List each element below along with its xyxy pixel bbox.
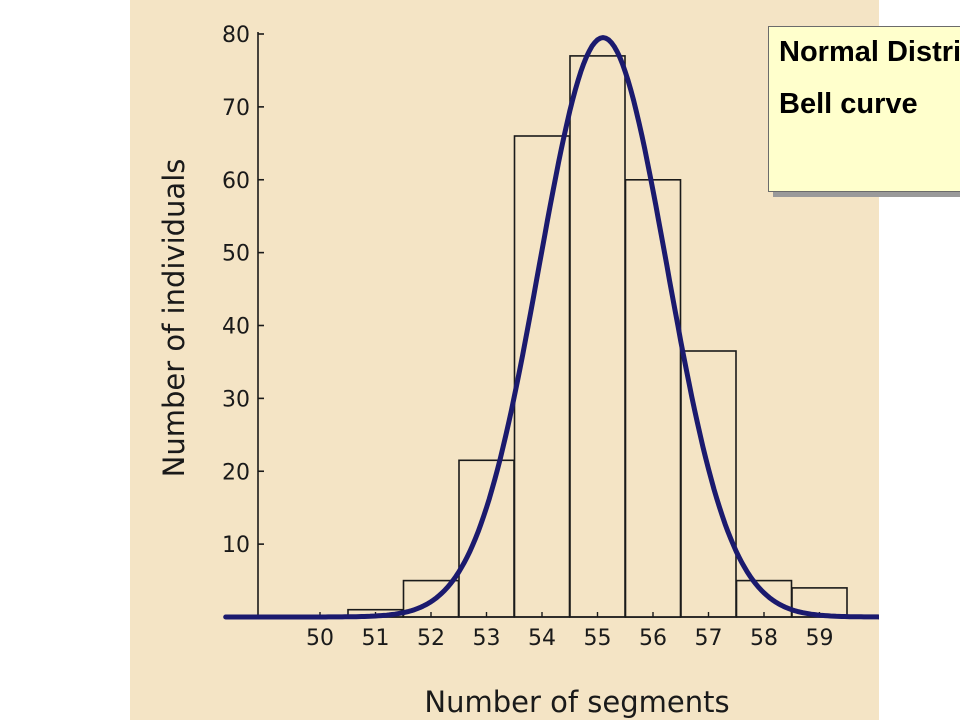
- histogram-bar: [735, 579, 793, 618]
- x-axis-title: Number of segments: [424, 685, 729, 719]
- bell-curve-line: [223, 35, 879, 620]
- y-tick-label: 80: [222, 23, 250, 48]
- y-tick-label: 20: [222, 460, 250, 485]
- histogram-bar: [513, 135, 571, 618]
- x-tick-label: 55: [584, 626, 612, 651]
- y-tick-label: 70: [222, 96, 250, 121]
- x-tick-label: 52: [417, 626, 445, 651]
- histogram-chart: 10 20 30 40 50 60 70 80 50 51 52 53 54 55 56 57 58 59 Numb…: [157, 23, 879, 719]
- x-tick-label: 50: [306, 626, 334, 651]
- x-tick-label: 57: [695, 626, 723, 651]
- x-tick-label: 56: [639, 626, 667, 651]
- note-box: Normal Distribution Bell curve: [768, 26, 960, 192]
- x-tick-label: 58: [750, 626, 778, 651]
- x-tick-label: 54: [528, 626, 556, 651]
- y-tick-label: 60: [222, 169, 250, 194]
- x-tick-label: 59: [806, 626, 834, 651]
- y-tick-label: 10: [222, 533, 250, 558]
- note-subtitle: Bell curve: [779, 88, 918, 120]
- y-tick-label: 50: [222, 242, 250, 267]
- y-tick-label: 40: [222, 315, 250, 340]
- histogram-bar: [458, 459, 515, 618]
- histogram-bar: [569, 55, 626, 618]
- x-tick-label: 53: [473, 626, 501, 651]
- y-axis-title: Number of individuals: [157, 159, 191, 478]
- note-title: Normal Distribution: [779, 36, 960, 68]
- x-tick-label: 51: [362, 626, 390, 651]
- histogram-bar: [624, 179, 682, 618]
- y-tick-label: 30: [222, 387, 250, 412]
- chart-panel: 10 20 30 40 50 60 70 80 50 51 52 53 54 55 56 57 58 59 Numb…: [130, 0, 879, 720]
